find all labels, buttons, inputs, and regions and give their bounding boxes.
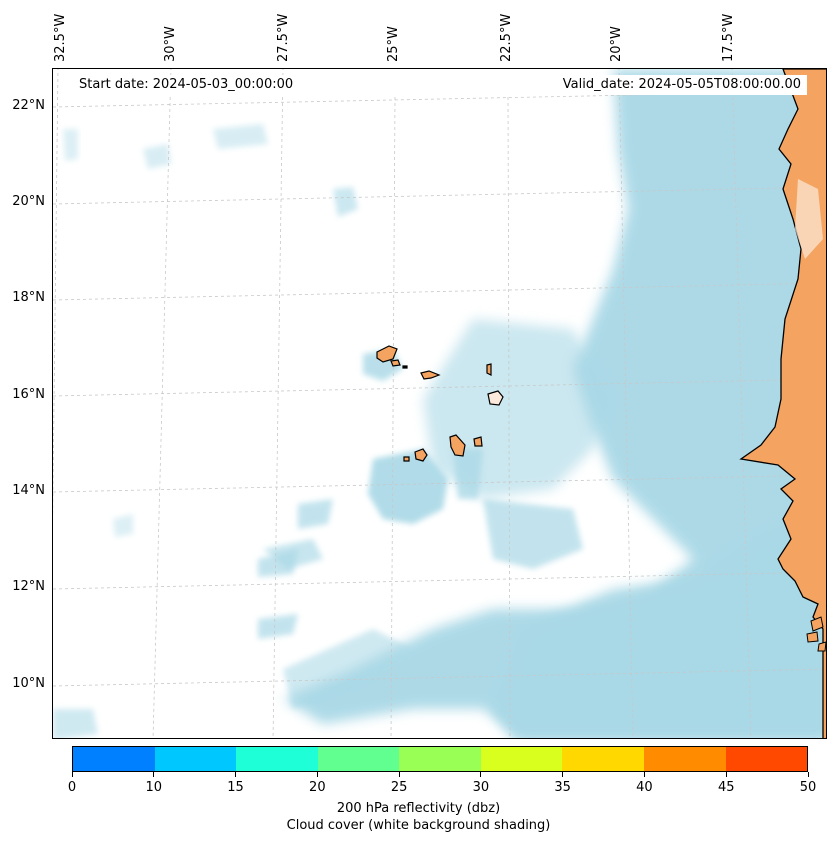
lat-label-22n: 22°N — [12, 98, 45, 113]
lat-label-16n: 16°N — [12, 387, 45, 402]
coastal-islands — [806, 616, 826, 652]
colorbar-segment — [643, 747, 726, 771]
valid-date-label: Valid_date: 2024-05-05T08:00:00.00 — [556, 75, 807, 95]
colorbar-segment — [562, 747, 644, 771]
map-panel — [52, 68, 827, 739]
island-santiago — [449, 434, 466, 457]
colorbar-tick-label: 25 — [390, 780, 408, 795]
start-date-label: Start date: 2024-05-03_00:00:00 — [73, 75, 300, 95]
lon-label-32-5w: 32.5°W — [53, 13, 68, 62]
colorbar-tick — [71, 772, 73, 777]
colorbar-tick-label: 50 — [799, 780, 817, 795]
colorbar-tick — [725, 772, 727, 777]
colorbar-tick — [235, 772, 237, 777]
colorbar-tick-label: 40 — [636, 780, 653, 795]
colorbar-segment — [73, 747, 155, 771]
colorbar-tick-label: 30 — [472, 780, 490, 795]
colorbar-segment — [399, 747, 481, 771]
lat-label-10n: 10°N — [12, 676, 45, 691]
colorbar-tick — [398, 772, 400, 777]
lon-label-20w: 20°W — [609, 26, 624, 62]
island-santa-luzia — [402, 365, 408, 369]
cloud-cover-layer — [53, 69, 826, 738]
island-sal — [486, 363, 492, 376]
colorbar-tick — [807, 772, 809, 777]
colorbar-segment — [725, 747, 808, 771]
colorbar-tick — [153, 772, 155, 777]
gridlines — [53, 69, 826, 738]
colorbar-segment — [236, 747, 318, 771]
island-santo-antao — [376, 345, 398, 363]
colorbar-tick-label: 20 — [309, 780, 326, 795]
lon-label-30w: 30°W — [163, 26, 178, 62]
island-maio — [473, 436, 483, 447]
colorbar-segment — [154, 747, 237, 771]
colorbar-tick — [643, 772, 645, 777]
lon-label-17-5w: 17.5°W — [721, 13, 736, 62]
africa-landmass — [739, 69, 826, 738]
map-canvas — [53, 69, 826, 738]
island-boa-vista — [487, 390, 504, 406]
island-brava — [403, 456, 410, 462]
reflectivity-colorbar — [72, 746, 808, 772]
island-sao-vicente — [390, 359, 401, 367]
colorbar-label-reflectivity: 200 hPa reflectivity (dbz) — [336, 801, 501, 816]
colorbar-segment — [317, 747, 400, 771]
colorbar-tick-label: 15 — [227, 780, 244, 795]
lon-label-25w: 25°W — [386, 26, 401, 62]
colorbar-tick — [316, 772, 318, 777]
lat-label-14n: 14°N — [12, 483, 45, 498]
colorbar-segment — [480, 747, 563, 771]
island-sao-nicolau — [420, 370, 441, 380]
lat-label-20n: 20°N — [12, 194, 45, 209]
colorbar-tick — [562, 772, 564, 777]
cape-verde-islands — [376, 345, 504, 462]
lon-label-27-5w: 27.5°W — [276, 13, 291, 62]
lat-label-12n: 12°N — [12, 579, 45, 594]
colorbar-tick-label: 0 — [67, 780, 77, 795]
colorbar-tick — [480, 772, 482, 777]
colorbar-tick-label: 10 — [145, 780, 163, 795]
colorbar-tick-label: 35 — [554, 780, 571, 795]
colorbar-label-cloud-cover: Cloud cover (white background shading) — [286, 818, 551, 833]
island-fogo — [414, 448, 428, 462]
lat-label-18n: 18°N — [12, 290, 45, 305]
lon-label-22-5w: 22.5°W — [499, 13, 514, 62]
colorbar-tick-label: 45 — [717, 780, 735, 795]
